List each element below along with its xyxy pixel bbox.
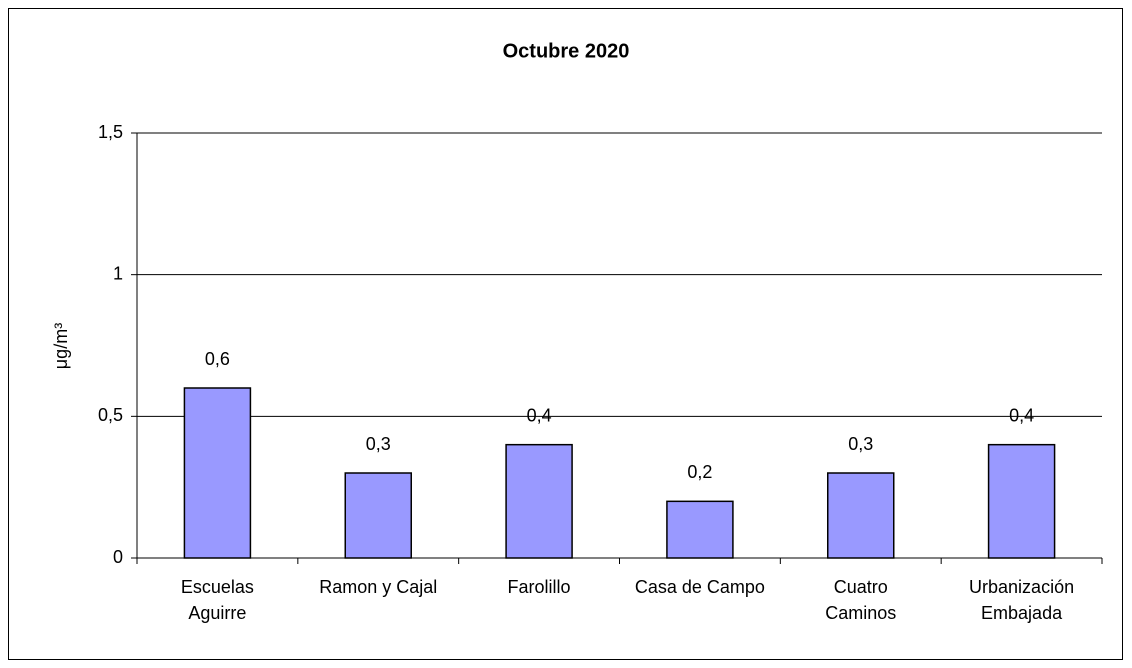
bar [987,443,1056,559]
x-tick-label: Escuelas Aguirre [180,577,254,623]
bar [183,387,252,559]
data-label: 0,4 [1009,405,1034,425]
chart-title: Octubre 2020 [503,40,630,62]
y-tick-label: 0,5 [98,405,123,425]
bar [827,472,895,559]
bar [666,500,734,559]
data-label: 0,3 [366,434,391,454]
x-tick-label-box: Urbanización Embajada [969,577,1075,623]
data-label: 0,4 [527,405,552,425]
bar [344,472,412,559]
chart-frame [8,8,1123,660]
bar [505,443,573,559]
x-tick-label-box: Casa de Campo [634,577,765,597]
x-tick-label-box: Farolillo [507,577,571,597]
x-tick-label: Casa de Campo [634,577,765,597]
y-tick-label: 0 [113,547,123,567]
x-tick-label-box: Cuatro Caminos [825,577,897,623]
y-tick-label: 1,5 [98,122,123,142]
data-label: 0,2 [687,462,712,482]
x-tick-label: Cuatro Caminos [825,577,897,623]
x-tick-label-box: Ramon y Cajal [319,577,438,597]
y-tick-label: 1 [113,263,123,283]
data-label: 0,3 [848,434,873,454]
y-axis-label: μg/m³ [51,323,71,369]
x-tick-label: Urbanización Embajada [969,577,1075,623]
data-label: 0,6 [205,349,230,369]
x-tick-label: Farolillo [507,577,571,597]
x-tick-label-box: Escuelas Aguirre [180,577,254,623]
x-tick-label: Ramon y Cajal [319,577,438,597]
